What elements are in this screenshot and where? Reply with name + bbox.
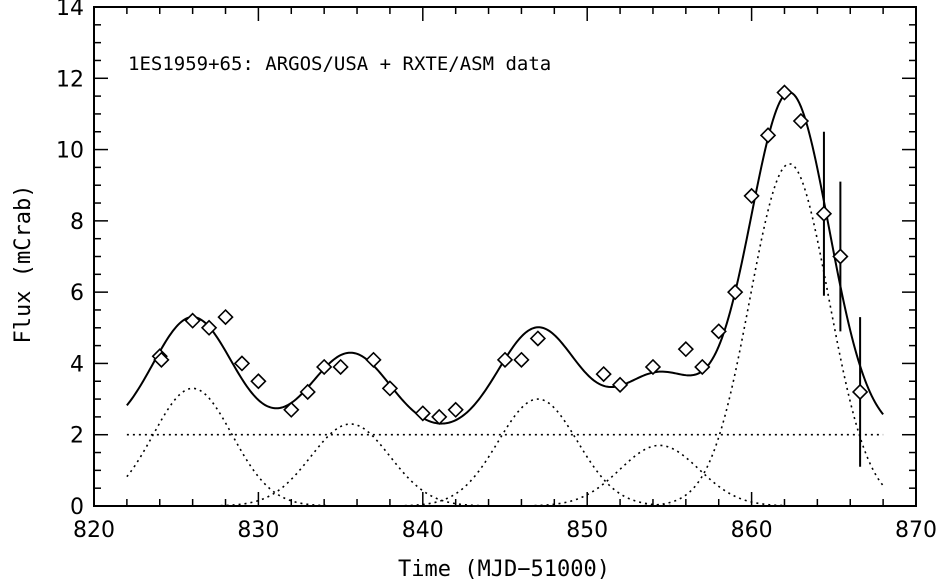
component-curve: [220, 423, 481, 507]
data-point: [381, 380, 399, 397]
data-point: [710, 323, 727, 340]
data-point: [217, 308, 234, 326]
data-point: [529, 330, 547, 347]
error-bars: [822, 131, 862, 467]
y-tick-label: 6: [70, 281, 84, 306]
data-point: [250, 373, 267, 390]
fit-curve: [126, 91, 884, 425]
y-tick-label: 4: [70, 352, 84, 377]
x-tick-label: 860: [731, 518, 773, 543]
component-curve: [534, 444, 785, 507]
data-points: [151, 84, 869, 426]
gaussian-components: [126, 163, 884, 507]
data-point: [595, 365, 612, 383]
data-point: [832, 248, 849, 265]
component-curve: [404, 398, 672, 507]
data-point: [815, 205, 833, 222]
data-point: [184, 312, 201, 329]
axis-ticks: [93, 6, 917, 507]
data-point: [414, 405, 431, 422]
data-point: [283, 401, 300, 418]
data-point: [644, 358, 662, 376]
data-point: [153, 351, 170, 368]
y-tick-label: 10: [56, 139, 84, 164]
tick-labels: 820 830 840 850 860 870 0 2 4 6 8 10 12 14: [56, 0, 937, 543]
data-point: [759, 127, 777, 144]
data-point: [694, 358, 711, 376]
x-axis-title: Time (MJD−51000): [398, 557, 610, 582]
data-point: [316, 358, 333, 376]
x-tick-label: 840: [402, 518, 444, 543]
data-point: [431, 408, 448, 426]
data-point: [233, 355, 251, 372]
data-point: [447, 401, 464, 418]
y-axis-title: Flux (mCrab): [11, 185, 36, 344]
y-tick-label: 8: [70, 210, 84, 235]
data-point: [200, 319, 218, 336]
y-tick-label: 2: [70, 424, 84, 449]
data-point: [513, 351, 530, 368]
data-point: [496, 351, 514, 368]
data-point: [727, 284, 744, 301]
data-point: [776, 84, 793, 101]
data-point: [332, 358, 349, 376]
data-point: [365, 351, 382, 368]
data-point: [792, 112, 810, 130]
fit-line: [126, 91, 884, 425]
data-point: [743, 187, 760, 205]
x-tick-label: 850: [566, 518, 608, 543]
data-point: [299, 383, 316, 401]
y-tick-label: 0: [70, 495, 84, 520]
component-curve: [126, 387, 326, 507]
y-tick-label: 14: [56, 0, 84, 21]
data-point: [677, 341, 694, 358]
y-tick-label: 12: [56, 67, 84, 92]
data-point: [611, 376, 629, 393]
component-curve: [644, 163, 884, 507]
data-point: [851, 383, 869, 401]
chart-annotation: 1ES1959+65: ARGOS/USA + RXTE/ASM data: [128, 53, 551, 75]
x-tick-label: 830: [237, 518, 279, 543]
x-tick-label: 820: [73, 518, 115, 543]
x-tick-label: 870: [895, 518, 937, 543]
